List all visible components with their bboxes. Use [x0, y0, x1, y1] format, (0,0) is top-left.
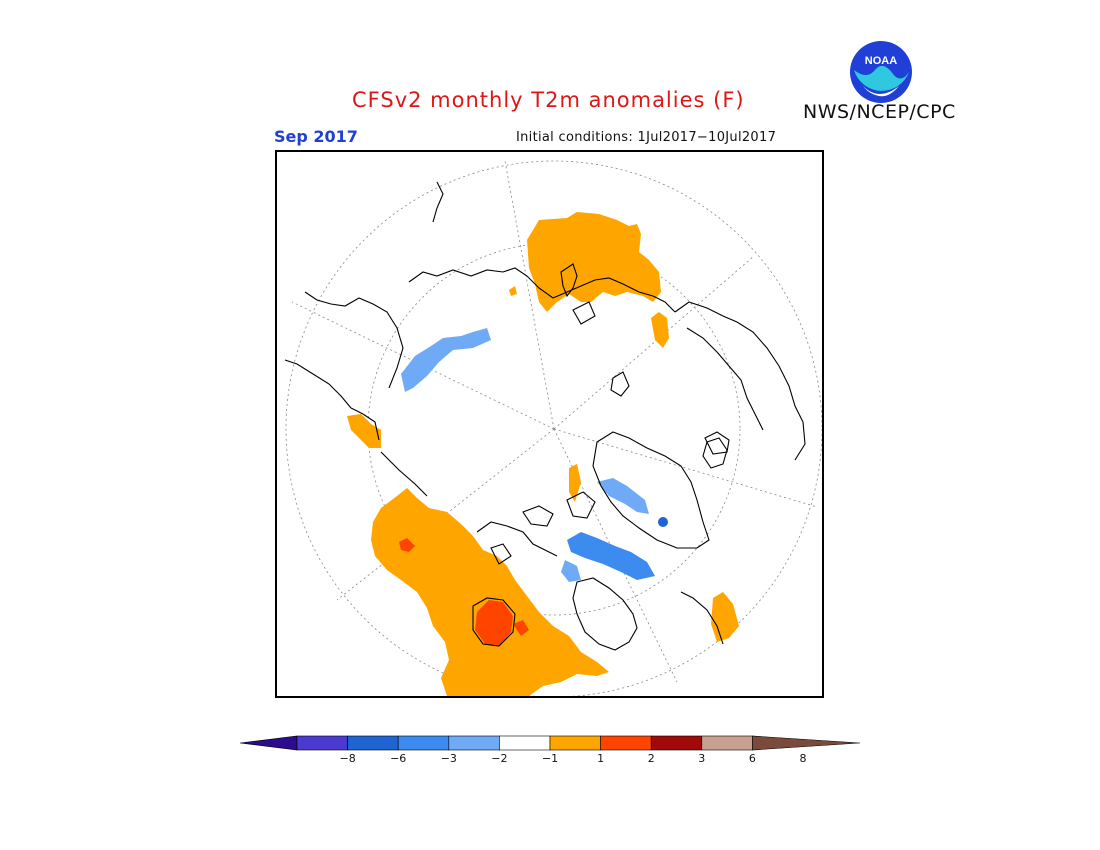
- colorbar-tick-label: 6: [748, 752, 756, 765]
- colorbar-tick-label: 8: [799, 752, 807, 765]
- initial-conditions: Initial conditions: 1Jul2017−10Jul2017: [516, 130, 777, 145]
- colorbar-low-triangle: [240, 735, 298, 751]
- colorbar-high-triangle: [752, 735, 860, 751]
- warm-anomaly-siberia: [527, 212, 661, 312]
- warm-anomaly-small-east: [509, 286, 517, 296]
- colorbar-box: [549, 735, 601, 751]
- warm-anomaly-north-america: [371, 488, 609, 696]
- polar-map: [284, 160, 822, 696]
- colorbar-tick-label: 3: [698, 752, 706, 765]
- colorbar-tick-label: −3: [440, 752, 457, 765]
- colorbar: [240, 735, 860, 751]
- warm-anomaly-greenland-edge: [569, 464, 581, 502]
- warm-anomaly-scandinavia: [651, 312, 669, 348]
- cool-anomaly-canadian-archipelago: [567, 532, 655, 580]
- colorbar-box: [296, 735, 348, 751]
- colorbar-tick-label: 2: [647, 752, 655, 765]
- latitude-circle-outer: [285, 160, 822, 696]
- map-frame: [275, 150, 824, 698]
- colorbar-tick-label: 1: [597, 752, 605, 765]
- colorbar-box: [448, 735, 500, 751]
- colorbar-segments: [240, 735, 860, 751]
- colorbar-box: [650, 735, 703, 751]
- colorbar-tick-label: −1: [541, 752, 559, 765]
- agency-label: NWS/NCEP/CPC: [803, 101, 956, 123]
- warm-anomaly-alaska-coast: [347, 414, 381, 448]
- hot-anomaly-hudson-west: [475, 600, 513, 646]
- logo-gull: [863, 86, 899, 97]
- colorbar-box: [499, 735, 551, 751]
- colorbar-tick-label: −8: [339, 752, 356, 765]
- chart-title: CFSv2 monthly T2m anomalies (F): [352, 88, 745, 112]
- colorbar-tick-label: −6: [390, 752, 407, 765]
- colorbar-tick-label: −2: [491, 752, 508, 765]
- cool-anomaly-spot: [658, 517, 668, 527]
- hot-anomaly-yukon: [399, 538, 415, 552]
- colorbar-box: [701, 735, 753, 751]
- logo-wave: [854, 65, 909, 91]
- cool-anomaly-greenland: [597, 478, 649, 514]
- colorbar-box: [397, 735, 450, 751]
- colorbar-box: [600, 735, 652, 751]
- warm-anomaly-labrador: [711, 592, 739, 642]
- hot-anomaly-mackenzie: [513, 620, 529, 636]
- forecast-month: Sep 2017: [274, 127, 358, 146]
- cool-anomaly-baffin: [561, 560, 581, 582]
- logo-text: NOAA: [865, 55, 897, 67]
- colorbar-box: [347, 735, 399, 751]
- coastlines: [284, 181, 806, 651]
- cool-anomaly-chukotka: [401, 328, 491, 392]
- noaa-logo-icon: NOAA: [850, 41, 912, 103]
